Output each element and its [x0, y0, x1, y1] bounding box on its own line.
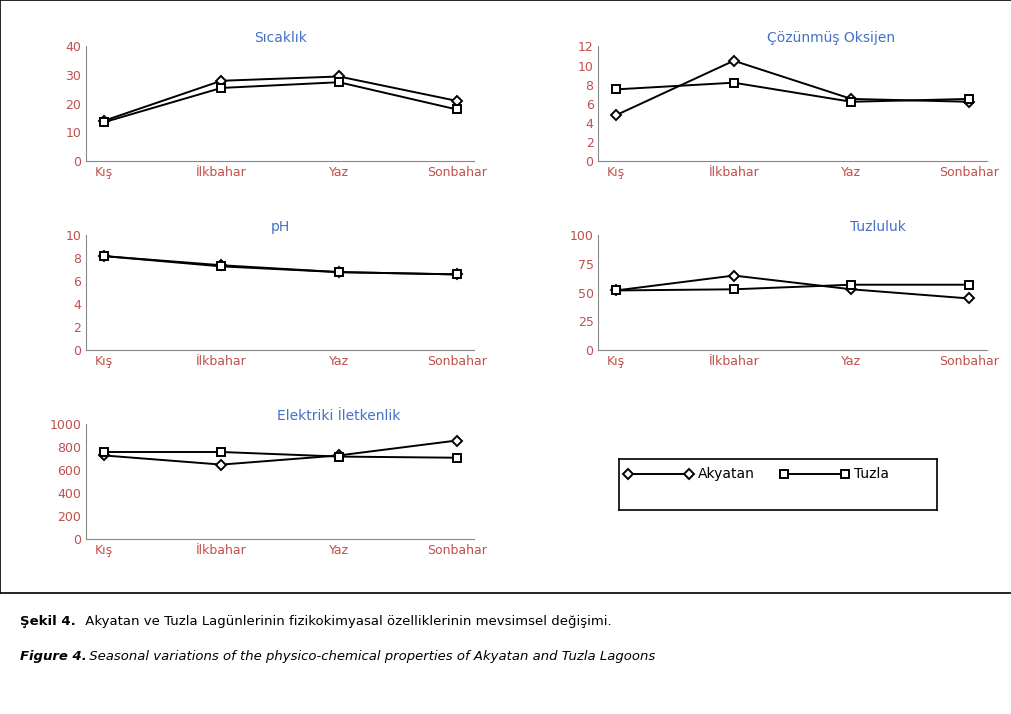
- Title: Tuzluluk: Tuzluluk: [849, 221, 905, 234]
- Title: Sıcaklık: Sıcaklık: [254, 31, 306, 45]
- Text: Akyatan: Akyatan: [698, 468, 754, 481]
- Title: pH: pH: [270, 221, 289, 234]
- Title: Elektriki İletkenlik: Elektriki İletkenlik: [276, 409, 399, 423]
- Text: Şekil 4.: Şekil 4.: [20, 615, 76, 628]
- Title: Çözünmüş Oksijen: Çözünmüş Oksijen: [766, 31, 895, 45]
- Text: Seasonal variations of the physico-chemical properties of Akyatan and Tuzla Lago: Seasonal variations of the physico-chemi…: [85, 650, 654, 663]
- Text: Akyatan ve Tuzla Lagünlerinin fizikokimyasal özelliklerinin mevsimsel değişimi.: Akyatan ve Tuzla Lagünlerinin fizikokimy…: [81, 615, 611, 628]
- Text: Figure 4.: Figure 4.: [20, 650, 87, 663]
- Text: Tuzla: Tuzla: [853, 468, 889, 481]
